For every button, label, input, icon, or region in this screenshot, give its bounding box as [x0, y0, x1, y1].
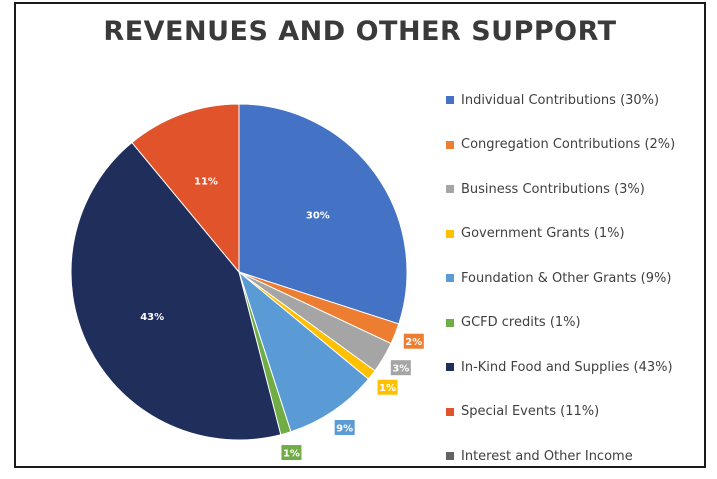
legend-swatch	[446, 407, 454, 416]
svg-text:3%: 3%	[392, 364, 409, 375]
pie-chart: 30% 2% 3% 1% 9% 1% 43% 11%	[70, 103, 424, 461]
legend-item-special-events-11: Special Events (11%)	[446, 390, 706, 435]
pie-slice-individual-contributions-30	[238, 103, 408, 325]
legend-item-gcfd-credits-1: GCFD credits (1%)	[446, 301, 706, 346]
legend-item-in-kind-food-and-supplies-43: In-Kind Food and Supplies (43%)	[446, 345, 706, 390]
legend-label: Special Events (11%)	[461, 404, 600, 420]
legend-swatch	[446, 140, 454, 149]
data-label-individual-contributions-30: 30%	[306, 211, 330, 222]
legend-swatch	[446, 318, 454, 327]
chart-title: REVENUES AND OTHER SUPPORT	[103, 16, 617, 47]
pie-slice-in-kind-food-and-supplies-43	[70, 141, 282, 441]
legend-label: Interest and Other Income	[461, 448, 633, 464]
legend-swatch	[446, 185, 454, 194]
legend-label: In-Kind Food and Supplies (43%)	[461, 359, 673, 375]
legend-swatch	[446, 274, 454, 283]
svg-text:2%: 2%	[405, 337, 422, 348]
chart-frame: REVENUES AND OTHER SUPPORT 30% 2% 3% 1% 9% 1%…	[14, 2, 706, 468]
data-label-business-contributions-3: 3%	[390, 360, 411, 376]
legend-label: GCFD credits (1%)	[461, 315, 581, 331]
legend-item-foundation-other-grants-9: Foundation & Other Grants (9%)	[446, 256, 706, 301]
legend-label: Foundation & Other Grants (9%)	[461, 270, 672, 286]
data-label-in-kind-food-and-supplies-43: 43%	[140, 312, 164, 323]
legend-item-government-grants-1: Government Grants (1%)	[446, 212, 706, 257]
legend-swatch	[446, 96, 454, 105]
legend: Individual Contributions (30%) Congregati…	[446, 78, 706, 479]
legend-item-individual-contributions-30: Individual Contributions (30%)	[446, 78, 706, 123]
legend-label: Individual Contributions (30%)	[461, 92, 660, 108]
data-label-congregation-contributions-2: 2%	[403, 333, 424, 349]
legend-label: Congregation Contributions (2%)	[461, 137, 676, 153]
data-label-gcfd-credits-1: 1%	[281, 445, 302, 461]
pie-slice-foundation-other-grants-9	[237, 270, 370, 433]
data-label-foundation-other-grants-9: 9%	[334, 419, 355, 435]
legend-label: Business Contributions (3%)	[461, 181, 645, 197]
svg-text:1%: 1%	[283, 449, 300, 460]
svg-text:1%: 1%	[379, 383, 396, 394]
legend-swatch	[446, 452, 454, 461]
legend-label: Government Grants (1%)	[461, 226, 625, 242]
pie-slice-special-events-11	[131, 103, 240, 274]
legend-swatch	[446, 229, 454, 238]
data-label-special-events-11: 11%	[194, 176, 218, 187]
data-label-government-grants-1: 1%	[377, 379, 398, 395]
legend-item-congregation-contributions-2: Congregation Contributions (2%)	[446, 123, 706, 168]
legend-item-interest-and-other-income: Interest and Other Income	[446, 434, 706, 479]
svg-text:9%: 9%	[336, 423, 353, 434]
legend-swatch	[446, 363, 454, 372]
legend-item-business-contributions-3: Business Contributions (3%)	[446, 167, 706, 212]
